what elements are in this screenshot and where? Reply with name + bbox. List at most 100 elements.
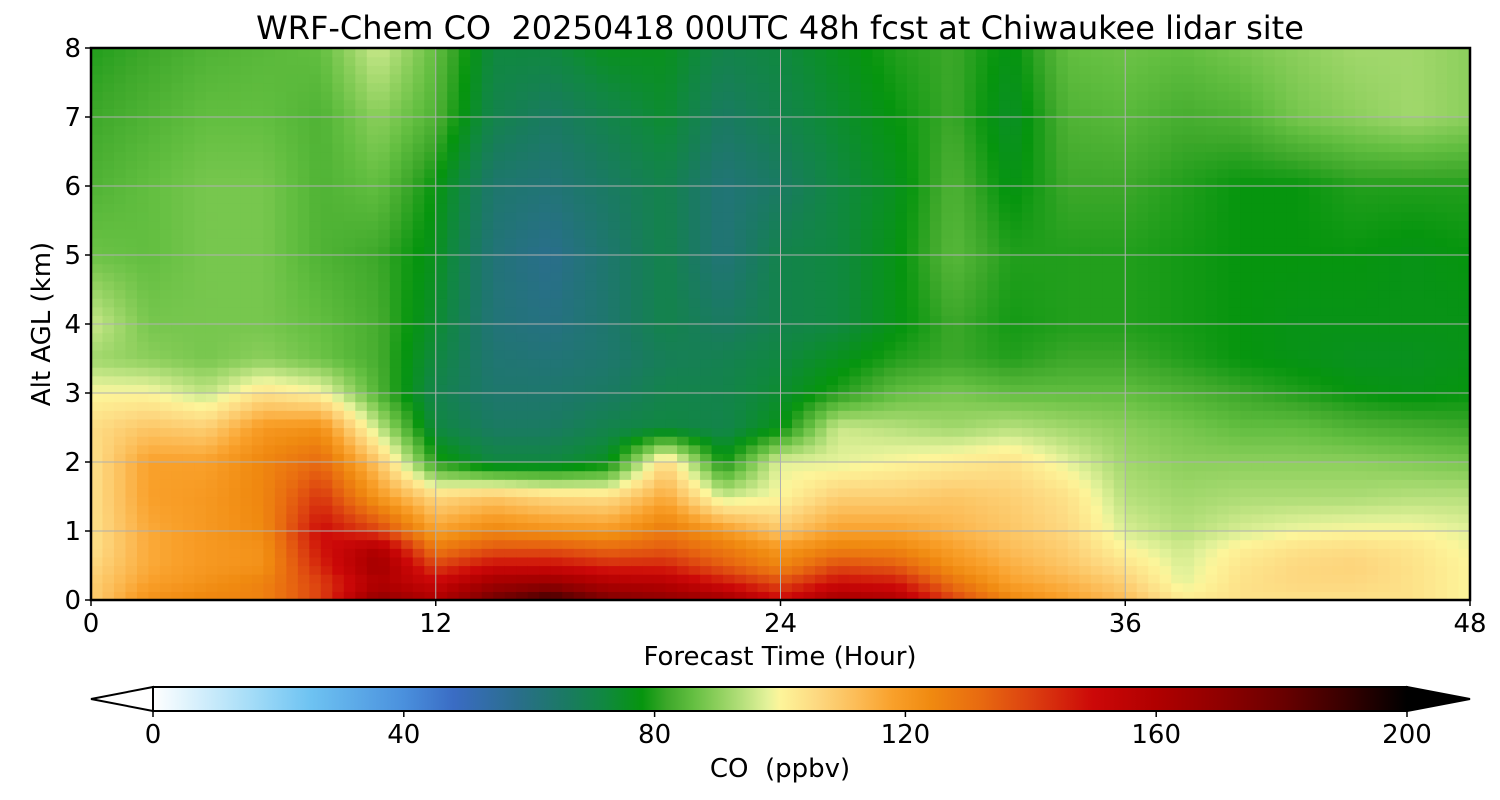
heatmap-cell (895, 237, 908, 247)
heatmap-cell (918, 48, 931, 58)
heatmap-cell (665, 237, 678, 247)
heatmap-cell (251, 142, 264, 153)
heatmap-cell (228, 393, 241, 403)
heatmap-cell (286, 73, 299, 84)
heatmap-cell (136, 246, 150, 256)
heatmap-cell (424, 56, 437, 66)
heatmap-cell (700, 556, 713, 567)
heatmap-cell (631, 375, 644, 385)
heatmap-cell (251, 73, 264, 84)
heatmap-cell (975, 73, 988, 84)
heatmap-cell (975, 427, 988, 437)
heatmap-cell (619, 522, 632, 532)
heatmap-cell (504, 56, 517, 66)
heatmap-cell (562, 548, 575, 558)
heatmap-cell (964, 255, 977, 265)
heatmap-cell (975, 375, 988, 385)
heatmap-cell (550, 582, 563, 592)
heatmap-cell (803, 220, 816, 230)
heatmap-cell (883, 99, 897, 109)
heatmap-cell (757, 315, 770, 325)
heatmap-cell (757, 117, 770, 127)
heatmap-cell (688, 453, 701, 463)
heatmap-cell (941, 315, 954, 325)
heatmap-cell (596, 272, 609, 282)
heatmap-cell (297, 531, 310, 541)
heatmap-cell (964, 341, 977, 351)
heatmap-cell (171, 203, 184, 213)
heatmap-cell (378, 211, 391, 222)
heatmap-cell (401, 125, 414, 135)
heatmap-cell (286, 56, 299, 66)
heatmap-cell (883, 194, 897, 204)
heatmap-cell (263, 393, 276, 403)
heatmap-cell (343, 358, 356, 368)
heatmap-cell (470, 513, 483, 523)
heatmap-cell (458, 375, 471, 385)
heatmap-cell (458, 177, 471, 187)
heatmap-cell (159, 401, 173, 411)
heatmap-cell (401, 263, 414, 273)
heatmap-cell (228, 272, 241, 282)
heatmap-cell (113, 556, 127, 567)
heatmap-cell (493, 418, 506, 429)
heatmap-cell (470, 229, 483, 239)
heatmap-cell (527, 427, 540, 437)
heatmap-cell (814, 582, 828, 592)
heatmap-cell (159, 556, 173, 567)
heatmap-cell (964, 168, 977, 178)
heatmap-cell (343, 237, 356, 247)
heatmap-cell (309, 298, 322, 308)
heatmap-cell (860, 444, 874, 454)
heatmap-cell (826, 48, 839, 58)
heatmap-cell (872, 142, 885, 153)
heatmap-cell (286, 142, 299, 153)
heatmap-cell (975, 194, 988, 204)
heatmap-cell (401, 237, 414, 247)
heatmap-cell (240, 186, 253, 196)
heatmap-cell (906, 349, 919, 360)
heatmap-cell (470, 56, 483, 66)
heatmap-cell (424, 410, 437, 420)
heatmap-cell (401, 289, 414, 299)
heatmap-cell (826, 565, 839, 575)
heatmap-cell (205, 91, 219, 101)
heatmap-cell (849, 470, 862, 480)
heatmap-cell (504, 246, 517, 256)
heatmap-cell (332, 272, 345, 282)
heatmap-cell (619, 367, 632, 377)
heatmap-cell (631, 99, 644, 109)
heatmap-cell (596, 574, 609, 584)
heatmap-cell (332, 48, 345, 58)
heatmap-cell (711, 539, 724, 549)
heatmap-cell (562, 410, 575, 420)
heatmap-cell (860, 220, 874, 230)
heatmap-cell (343, 436, 356, 446)
heatmap-cell (826, 203, 839, 213)
heatmap-cell (516, 91, 529, 101)
heatmap-cell (585, 427, 598, 437)
heatmap-cell (860, 237, 874, 247)
heatmap-cell (952, 384, 965, 394)
heatmap-cell (159, 487, 173, 498)
heatmap-cell (700, 56, 713, 66)
heatmap-cell (286, 48, 299, 58)
heatmap-cell (504, 539, 517, 549)
heatmap-cell (769, 315, 782, 325)
heatmap-cell (608, 349, 621, 360)
heatmap-cell (964, 211, 977, 222)
heatmap-cell (378, 91, 391, 101)
heatmap-cell (516, 505, 529, 515)
heatmap-cell (941, 556, 954, 567)
heatmap-cell (240, 73, 253, 84)
heatmap-cell (113, 513, 127, 523)
heatmap-cell (297, 436, 310, 446)
heatmap-cell (757, 272, 770, 282)
heatmap-cell (883, 203, 897, 213)
heatmap-cell (527, 315, 540, 325)
heatmap-cell (240, 91, 253, 101)
heatmap-cell (182, 427, 196, 437)
heatmap-cell (378, 272, 391, 282)
heatmap-cell (550, 203, 563, 213)
heatmap-cell (883, 513, 897, 523)
